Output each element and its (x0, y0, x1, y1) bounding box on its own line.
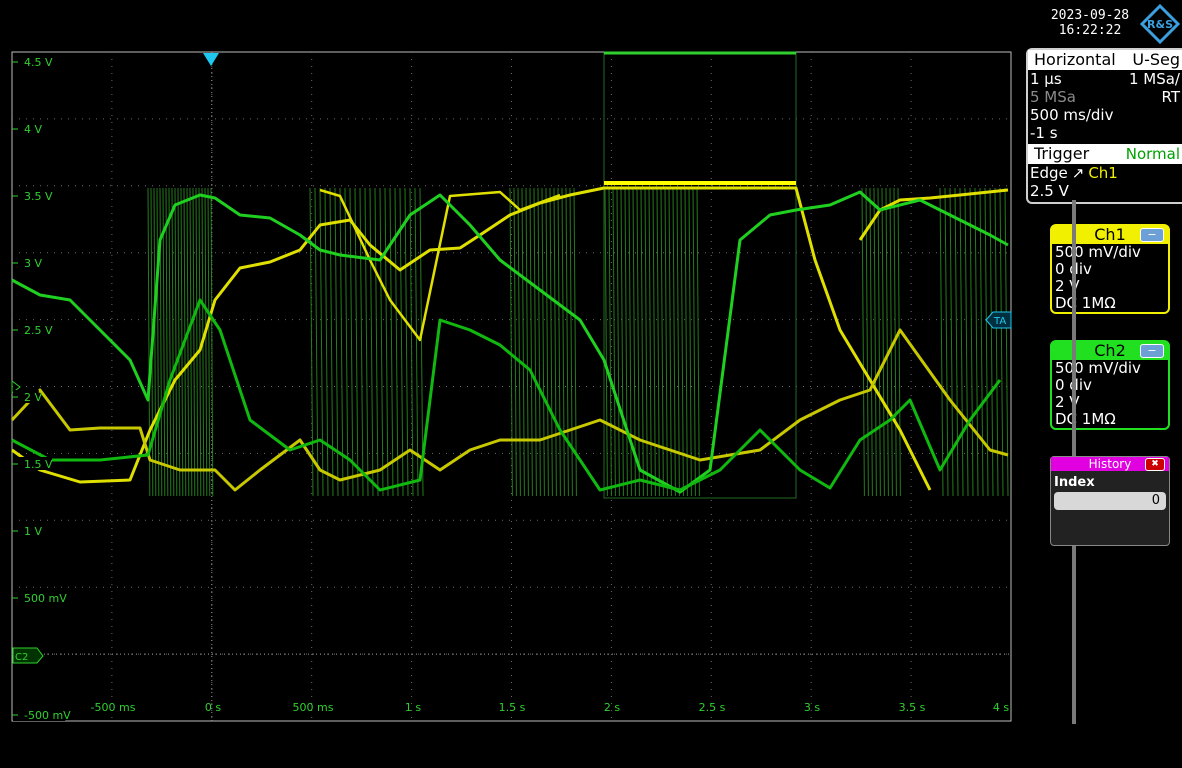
resolution-row[interactable]: 1 µs 1 MSa/ (1028, 70, 1182, 88)
y-label-text: 4 V (24, 123, 42, 136)
date-text: 2023-09-28 (1050, 8, 1130, 23)
ch1-header[interactable]: Ch1 − (1052, 226, 1168, 244)
y-label-text: 1 V (24, 525, 42, 538)
time-scale-value: 500 ms/div (1030, 106, 1114, 124)
ch1-position: 2 V (1055, 277, 1080, 295)
x-axis-labels: -500 ms 0 s 500 ms 1 s 1.5 s 2 s 2.5 s 3 s 3.5 s… (91, 701, 1010, 714)
x-label-text: 0 s (205, 701, 221, 714)
ch2-name: Ch2 (1094, 341, 1126, 360)
signal-burst (861, 187, 901, 497)
ch1-trace-d (319, 188, 561, 342)
x-label-text: 2.5 s (699, 701, 726, 714)
sample-rate-value: 1 MSa/ (1128, 70, 1180, 88)
y-axis-label: 500 mV (12, 591, 67, 605)
y-label-text: 1.5 V (24, 458, 53, 471)
y-axis-label: -500 mV (12, 708, 71, 722)
datetime: 2023-09-28 16:22:22 (1040, 8, 1140, 38)
ch1-scale: 500 mV/div (1055, 243, 1141, 261)
x-label-text: 3.5 s (899, 701, 926, 714)
trigger-level-row[interactable]: 2.5 V (1028, 182, 1182, 200)
ch2-ground-label: C2 (15, 652, 28, 663)
trigger-level-marker[interactable]: TA (985, 311, 1012, 329)
signal-burst (604, 187, 700, 497)
trigger-mode: Normal (1125, 145, 1180, 163)
y-label-text: -500 mV (24, 709, 71, 722)
ch1-offset: 0 div (1055, 260, 1092, 278)
ch2-offset: 0 div (1055, 376, 1092, 394)
time-text: 16:22:22 (1058, 23, 1122, 38)
trigger-type-row[interactable]: Edge ↗ Ch1 (1028, 164, 1182, 182)
trigger-position-marker[interactable] (203, 53, 219, 66)
horizontal-trigger-panel[interactable]: Horizontal U-Seg 1 µs 1 MSa/ 5 MSa RT 50… (1026, 48, 1182, 204)
history-panel[interactable]: History ✖ Index 0 (1050, 456, 1170, 546)
y-axis-label: 4.5 V (12, 55, 53, 69)
ch1-settings-box[interactable]: Ch1 − 500 mV/div 0 div 2 V DC 1MΩ (1050, 224, 1170, 314)
ch2-trace-b (11, 298, 1002, 492)
y-label-text: 3.5 V (24, 190, 53, 203)
x-label-text: 1 s (405, 701, 421, 714)
y-label-text: 2 V (24, 391, 42, 404)
y-label-text: 3 V (24, 257, 42, 270)
record-length-value: 5 MSa (1030, 88, 1076, 106)
acq-mode-value: RT (1161, 88, 1181, 106)
history-header: History ✖ (1051, 457, 1169, 471)
y-axis-label: 3.5 V (12, 189, 53, 203)
x-label-text: 4 s (993, 701, 1009, 714)
rising-edge-icon: ↗ (1071, 164, 1085, 182)
x-label-text: 3 s (804, 701, 820, 714)
time-scale-row[interactable]: 500 ms/div (1028, 106, 1182, 124)
y-label-text: 2.5 V (24, 324, 53, 337)
y-axis-label: 1 V (12, 524, 42, 538)
y-axis-label: 2.5 V (12, 323, 53, 337)
history-index-field[interactable]: 0 (1054, 492, 1166, 510)
x-label-text: 500 ms (293, 701, 334, 714)
y-axis-label: 4 V (12, 122, 42, 136)
trigger-type: Edge (1030, 164, 1068, 182)
ch2-ground-marker[interactable]: C2 (12, 647, 44, 664)
resolution-value: 1 µs (1030, 70, 1062, 88)
ch2-position: 2 V (1055, 393, 1080, 411)
horizontal-header[interactable]: Horizontal U-Seg (1028, 50, 1182, 70)
waveform-traces (10, 181, 1009, 497)
grid-lines (12, 52, 1011, 721)
signal-burst (939, 187, 1009, 497)
ch2-trace-a (11, 190, 1009, 494)
x-label-text: -500 ms (91, 701, 136, 714)
ch2-coupling: DC 1MΩ (1055, 410, 1116, 428)
x-label-text: 2 s (604, 701, 620, 714)
ch2-minimize-button[interactable]: − (1140, 344, 1164, 358)
y-axis-label: 2 V (12, 390, 42, 404)
record-length-row[interactable]: 5 MSa RT (1028, 88, 1182, 106)
trigger-header[interactable]: Trigger Normal (1028, 144, 1182, 164)
y-axis-label: 3 V (12, 256, 42, 270)
y-axis-label: 1.5 V (12, 457, 53, 471)
x-label-text: 1.5 s (499, 701, 526, 714)
history-title: History (1088, 457, 1132, 471)
history-close-button[interactable]: ✖ (1145, 458, 1165, 471)
ch2-scale: 500 mV/div (1055, 359, 1141, 377)
trigger-title: Trigger (1034, 144, 1090, 163)
y-label-text: 500 mV (24, 592, 67, 605)
ch1-name: Ch1 (1094, 225, 1126, 244)
horizontal-title: Horizontal (1034, 50, 1116, 69)
signal-burst (309, 187, 424, 497)
history-index-label: Index (1054, 475, 1095, 490)
position-value: -1 s (1030, 124, 1058, 142)
trigger-level: 2.5 V (1030, 182, 1069, 200)
trigger-source: Ch1 (1088, 164, 1118, 182)
ch1-coupling: DC 1MΩ (1055, 294, 1116, 312)
ch1-minimize-button[interactable]: − (1140, 228, 1164, 242)
logo-text: R&S (1147, 18, 1173, 31)
y-axis-labels: 4.5 V 4 V 3.5 V 3 V 2.5 V 2 V 1.5 V 1 V 500 mV -5… (12, 55, 71, 722)
rohde-schwarz-logo: R&S (1140, 4, 1180, 44)
position-row[interactable]: -1 s (1028, 124, 1182, 142)
ch2-header[interactable]: Ch2 − (1052, 342, 1168, 360)
ch2-settings-box[interactable]: Ch2 − 500 mV/div 0 div 2 V DC 1MΩ (1050, 340, 1170, 430)
trigger-level-label: TA (993, 316, 1006, 327)
y-label-text: 4.5 V (24, 56, 53, 69)
horizontal-mode: U-Seg (1132, 50, 1180, 69)
signal-burst (509, 187, 577, 497)
ch1-trace-c (858, 188, 1009, 241)
